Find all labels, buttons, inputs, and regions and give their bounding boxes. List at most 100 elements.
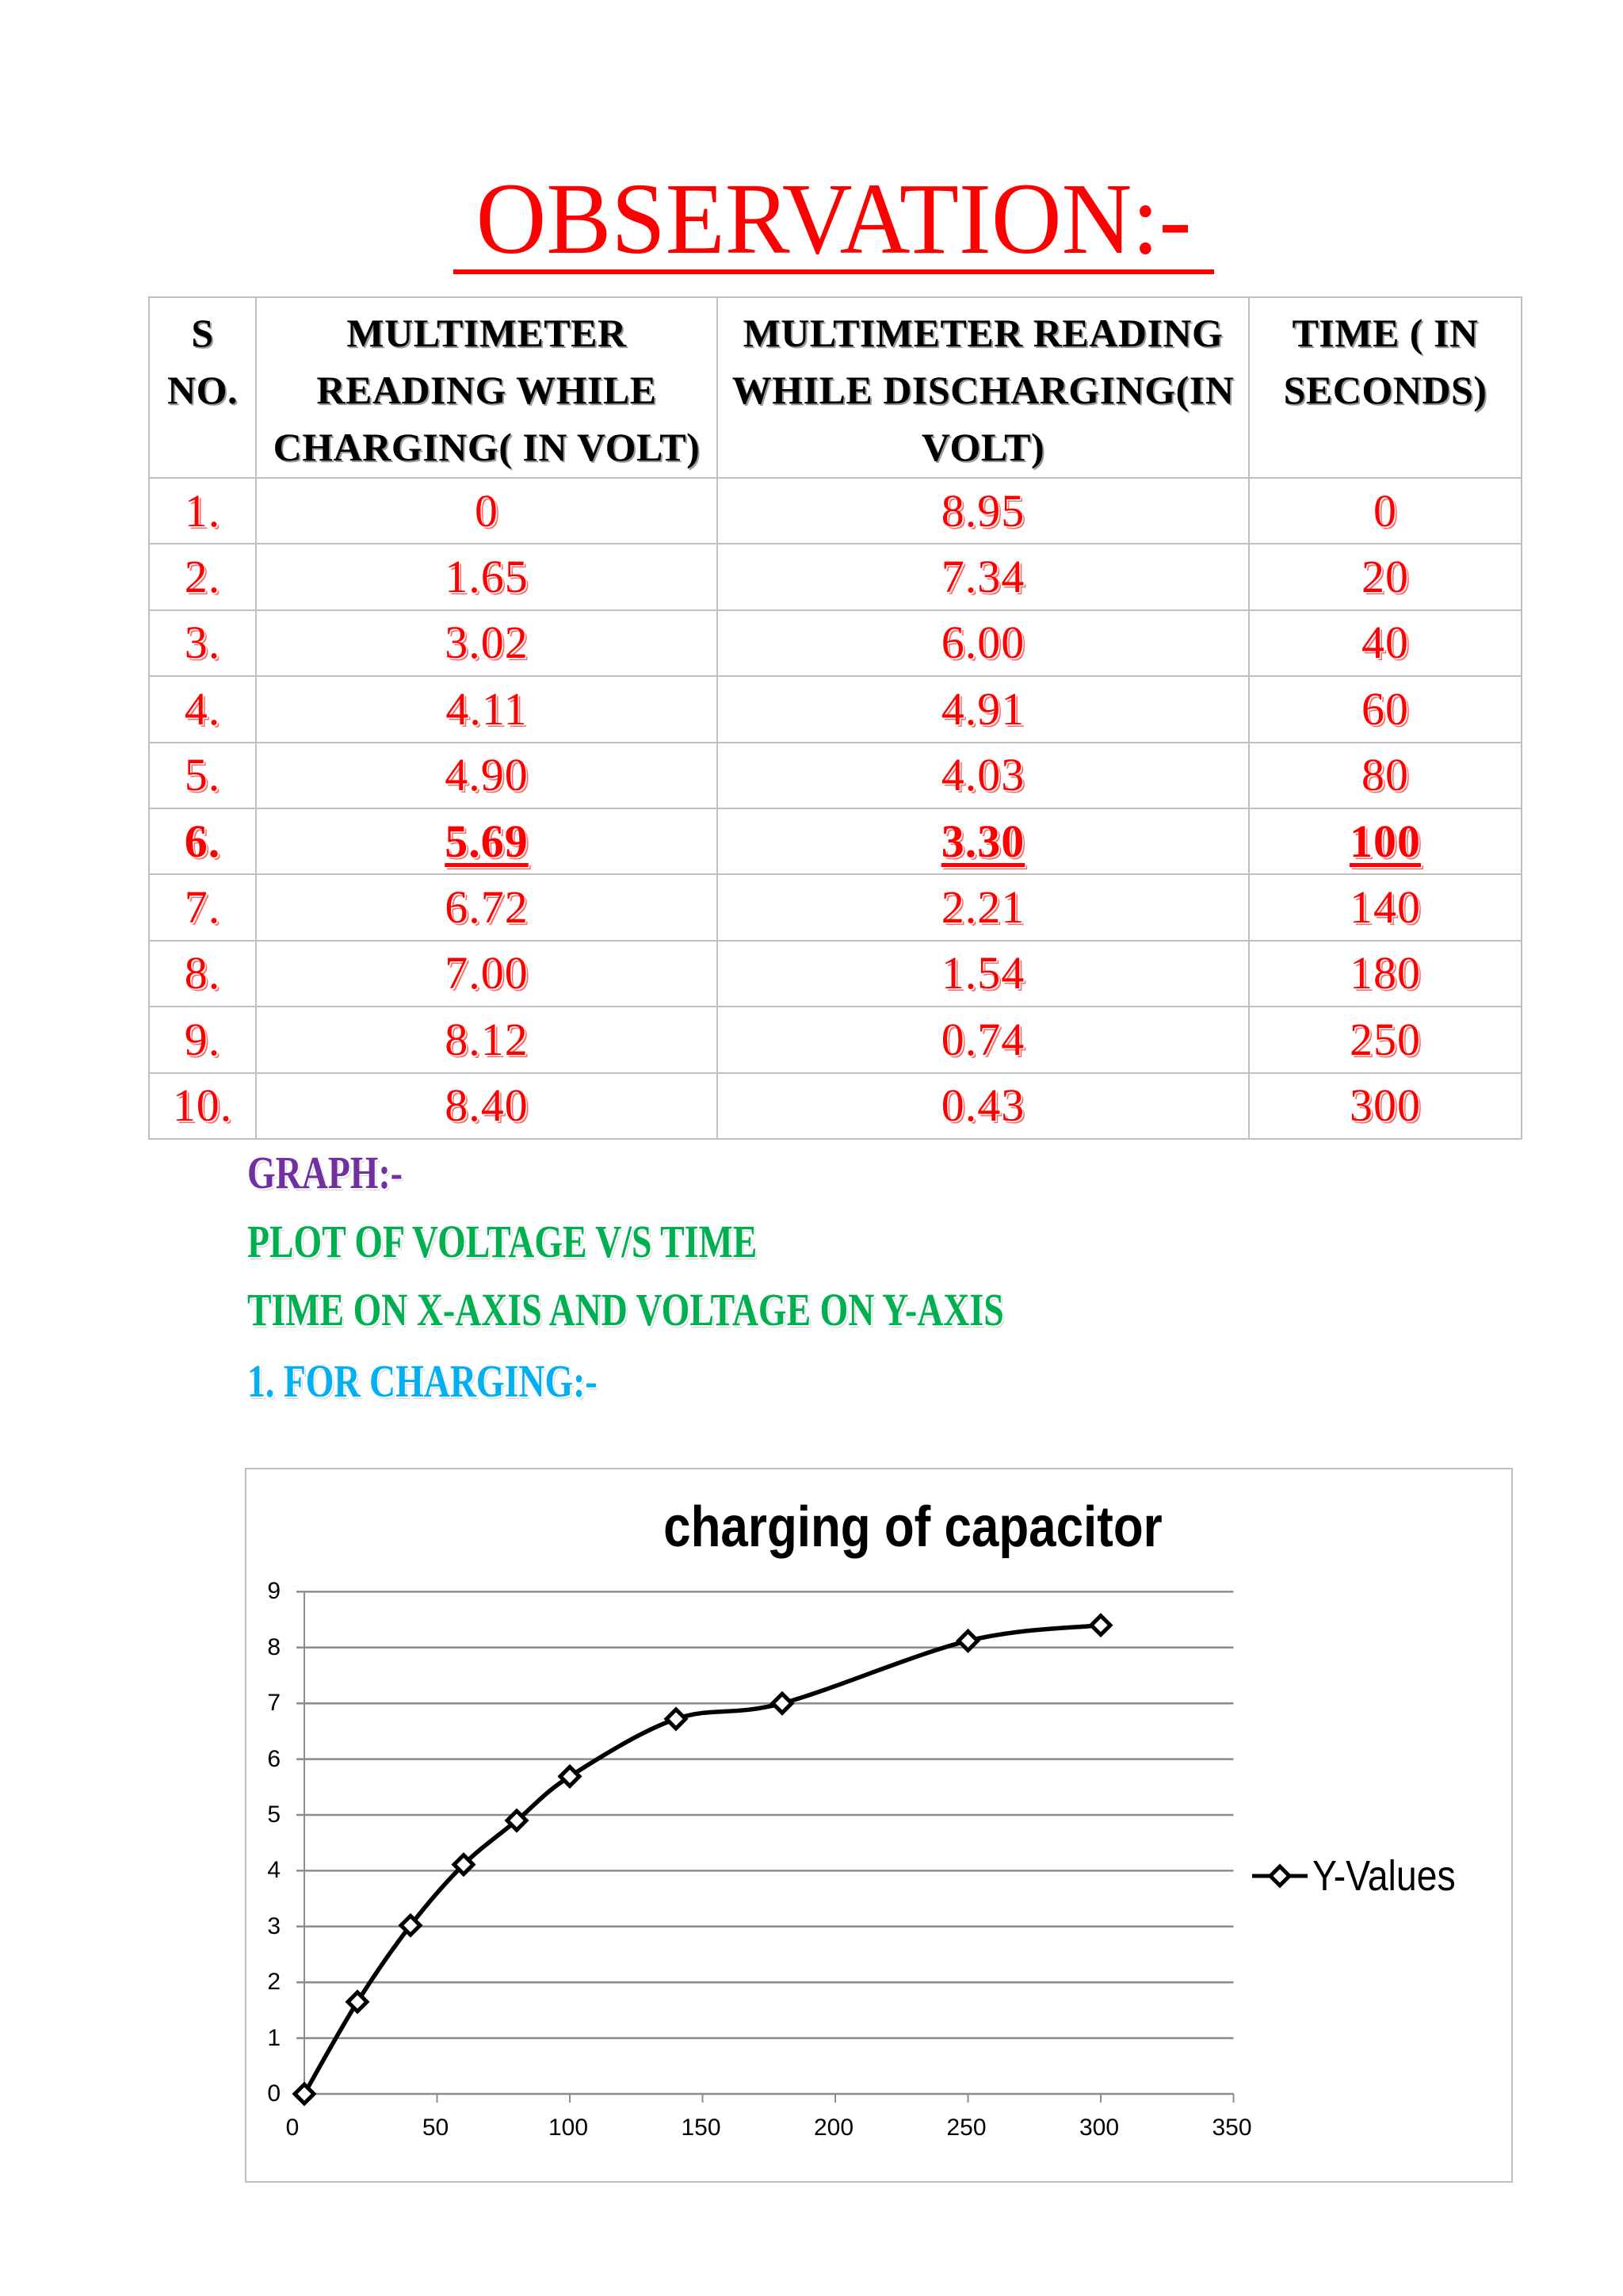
header-line: NO. — [167, 368, 238, 412]
cell-value: 6.00 — [941, 617, 1025, 669]
cell-value: 2.21 — [941, 881, 1025, 934]
cell-value: 0.74 — [941, 1013, 1025, 1065]
cell-value: 20 — [1361, 551, 1409, 603]
cell-time: 20 — [1248, 543, 1522, 611]
cell-value: 0.43 — [941, 1079, 1025, 1132]
table-body: 1. 0 8.95 0 2. 1.65 7.34 20 3. 3.02 6.00 40 4. 4.11 4.… — [148, 476, 1522, 1140]
cell-value: 4. — [184, 682, 221, 735]
cell-value: 1.54 — [941, 947, 1025, 999]
table-row: 8. 7.00 1.54 180 — [148, 939, 1522, 1008]
cell-time: 300 — [1248, 1072, 1522, 1140]
cell-value: 4.03 — [941, 749, 1025, 801]
header-line: CHARGING( IN VOLT) — [273, 425, 701, 469]
cell-discharging-voltage: 1.54 — [716, 939, 1250, 1008]
cell-value: 60 — [1361, 682, 1409, 735]
cell-value: 4.11 — [445, 682, 528, 735]
cell-value: 6.72 — [445, 881, 529, 934]
table-row: 4. 4.11 4.91 60 — [148, 675, 1522, 743]
header-line: SECONDS) — [1283, 368, 1487, 412]
table-row: 1. 0 8.95 0 — [148, 476, 1522, 545]
cell-charging-voltage: 5.69 — [255, 807, 718, 876]
cell-charging-voltage: 8.12 — [255, 1006, 718, 1074]
cell-time: 0 — [1248, 476, 1522, 545]
cell-value: 5. — [184, 749, 221, 801]
chart-title: charging of capacitor — [663, 1496, 1163, 1559]
cell-discharging-voltage: 8.95 — [716, 476, 1250, 545]
cell-sno: 8. — [148, 939, 257, 1008]
cell-charging-voltage: 1.65 — [255, 543, 718, 611]
cell-value: 10. — [172, 1079, 233, 1132]
cell-value: 4.90 — [445, 749, 529, 801]
header-charging-reading: MULTIMETER READING WHILE CHARGING( IN VO… — [255, 296, 718, 479]
cell-discharging-voltage: 0.43 — [716, 1072, 1250, 1140]
y-tick-label: 1 — [267, 2024, 281, 2051]
plot-description: PLOT OF VOLTAGE V/S TIME — [247, 1216, 758, 1267]
table-row: 10. 8.40 0.43 300 — [148, 1072, 1522, 1140]
cell-value: 3.30 — [941, 815, 1025, 867]
data-point-diamond-icon — [504, 1808, 529, 1833]
header-discharging-reading: MULTIMETER READING WHILE DISCHARGING(IN … — [716, 296, 1250, 479]
cell-value: 40 — [1361, 617, 1409, 669]
cell-discharging-voltage: 3.30 — [716, 807, 1250, 876]
data-point-diamond-icon — [769, 1690, 795, 1716]
header-line: TIME ( IN — [1292, 311, 1479, 355]
cell-discharging-voltage: 4.03 — [716, 741, 1250, 809]
cell-value: 3.02 — [445, 617, 529, 669]
data-point-diamond-icon — [345, 1989, 370, 2015]
y-tick-label: 3 — [267, 1912, 281, 1939]
y-tick-label: 2 — [267, 1969, 281, 1996]
title-underline — [453, 269, 1214, 274]
chart-container — [245, 1468, 1513, 2183]
cell-time: 140 — [1248, 873, 1522, 942]
y-tick-label: 8 — [267, 1633, 281, 1660]
cell-value: 8. — [184, 947, 221, 999]
cell-value: 0 — [1373, 484, 1397, 537]
header-sno: S NO. — [148, 296, 257, 479]
cell-discharging-voltage: 2.21 — [716, 873, 1250, 942]
charging-heading: 1. FOR CHARGING:- — [247, 1355, 598, 1407]
cell-value: 7.00 — [445, 947, 529, 999]
cell-value: 4.91 — [941, 682, 1025, 735]
cell-sno: 10. — [148, 1072, 257, 1140]
cell-value: 140 — [1350, 881, 1421, 934]
header-line: S — [191, 311, 214, 355]
series-line — [302, 1622, 1102, 2095]
cell-time: 180 — [1248, 939, 1522, 1008]
axes-description: TIME ON X-AXIS AND VOLTAGE ON Y-AXIS — [247, 1284, 1004, 1335]
cell-discharging-voltage: 4.91 — [716, 675, 1250, 743]
table-header-row: S NO. MULTIMETER READING WHILE CHARGING(… — [148, 296, 1522, 479]
x-tick-label: 100 — [548, 2115, 589, 2141]
table-row: 3. 3.02 6.00 40 — [148, 609, 1522, 678]
header-line: READING WHILE — [316, 368, 657, 412]
header-line: MULTIMETER READING — [743, 311, 1224, 355]
chart-legend: Y-Values — [1251, 1848, 1479, 1904]
table-row: 6. 5.69 3.30 100 — [148, 807, 1522, 876]
header-line: MULTIMETER — [346, 311, 627, 355]
cell-value: 100 — [1350, 815, 1421, 867]
data-point-diamond-icon — [557, 1763, 582, 1789]
cell-value: 250 — [1350, 1013, 1421, 1065]
y-tick-label: 6 — [267, 1745, 281, 1772]
data-point-diamond-icon — [663, 1706, 689, 1732]
header-line: VOLT) — [921, 425, 1045, 469]
cell-value: 0 — [475, 484, 498, 537]
cell-sno: 2. — [148, 543, 257, 611]
header-line: WHILE DISCHARGING(IN — [731, 368, 1235, 412]
cell-charging-voltage: 3.02 — [255, 609, 718, 678]
cell-value: 8.40 — [445, 1079, 529, 1132]
cell-discharging-voltage: 6.00 — [716, 609, 1250, 678]
header-time: TIME ( IN SECONDS) — [1248, 296, 1522, 479]
observation-table: S NO. MULTIMETER READING WHILE CHARGING(… — [148, 296, 1522, 1140]
cell-value: 9. — [184, 1013, 221, 1065]
cell-value: 7. — [184, 881, 221, 934]
x-tick-label: 150 — [681, 2115, 721, 2141]
cell-charging-voltage: 6.72 — [255, 873, 718, 942]
cell-value: 3. — [184, 617, 221, 669]
cell-time: 60 — [1248, 675, 1522, 743]
table-row: 9. 8.12 0.74 250 — [148, 1006, 1522, 1074]
cell-discharging-voltage: 7.34 — [716, 543, 1250, 611]
x-tick-label: 350 — [1212, 2115, 1252, 2141]
cell-value: 6. — [184, 815, 221, 867]
cell-time: 80 — [1248, 741, 1522, 809]
